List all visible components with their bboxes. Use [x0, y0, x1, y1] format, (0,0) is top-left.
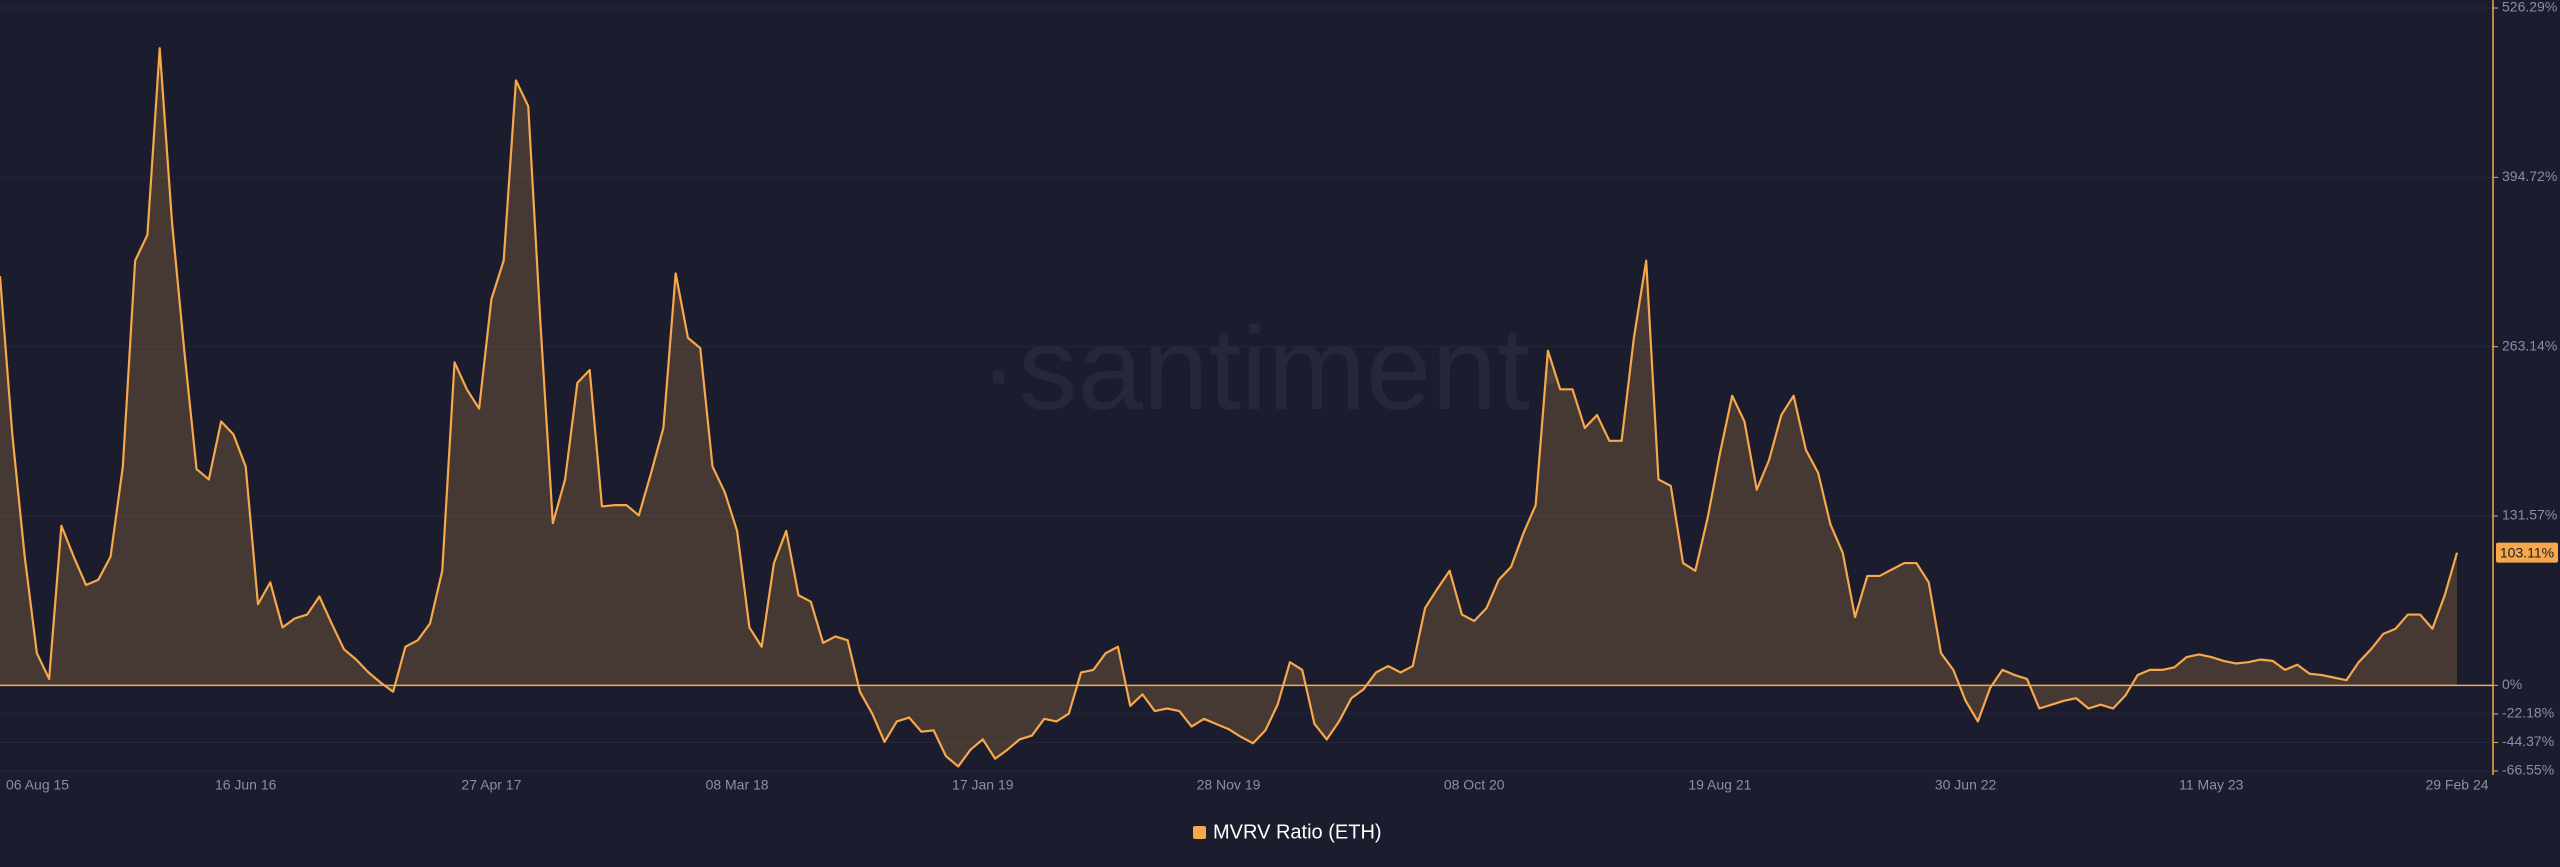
x-tick-label: 11 May 23 [2179, 777, 2244, 793]
y-tick-label: 263.14% [2502, 337, 2557, 353]
y-tick-label: 394.72% [2502, 168, 2557, 184]
legend-label: MVRV Ratio (ETH) [1213, 821, 1382, 843]
x-tick-label: 28 Nov 19 [1197, 777, 1261, 793]
watermark: ·santiment· [979, 303, 1569, 435]
x-tick-label: 30 Jun 22 [1935, 777, 1997, 793]
x-tick-label: 17 Jan 19 [952, 777, 1014, 793]
x-tick-label: 27 Apr 17 [461, 777, 521, 793]
area-fill [0, 48, 2457, 767]
current-value-box [2496, 542, 2558, 563]
current-value-label: 103.11% [2500, 544, 2554, 560]
y-tick-label: -44.37% [2502, 733, 2554, 749]
legend-swatch [1193, 826, 1206, 839]
line [0, 47, 2459, 768]
x-tick-label: 19 Aug 21 [1688, 777, 1751, 793]
y-tick-label: 131.57% [2502, 507, 2557, 523]
y-tick-label: -66.55% [2502, 762, 2554, 778]
y-tick-label: 0% [2502, 676, 2522, 692]
y-tick-label: -22.18% [2502, 705, 2554, 721]
x-tick-label: 08 Oct 20 [1444, 777, 1505, 793]
x-tick-label: 29 Feb 24 [2425, 777, 2488, 793]
x-tick-label: 06 Aug 15 [6, 777, 69, 793]
y-tick-label: 526.29% [2502, 0, 2557, 15]
x-tick-label: 16 Jun 16 [215, 777, 277, 793]
x-tick-label: 08 Mar 18 [706, 777, 769, 793]
